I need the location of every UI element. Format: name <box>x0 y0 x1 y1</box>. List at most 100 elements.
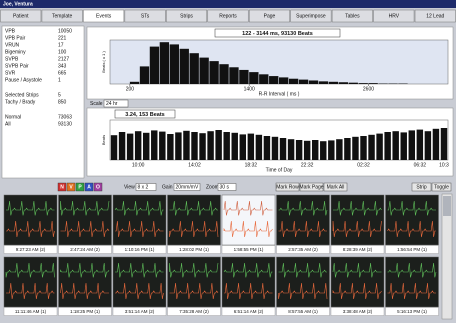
strip-thumb[interactable] <box>168 195 221 245</box>
strip-time[interactable]: 6:51:14 AM (2) <box>234 309 264 314</box>
histogram-bar <box>180 49 189 84</box>
stat-label: SVR <box>5 70 16 76</box>
select-value[interactable]: 8 x 2 <box>138 185 149 191</box>
trend-bar <box>344 138 350 160</box>
histogram-bar <box>299 80 308 84</box>
window-title: Joe, Ventura <box>3 2 33 8</box>
y-axis-label: Beats ( x 1 ) <box>101 51 106 73</box>
histogram-bar <box>229 67 238 84</box>
histogram-bar <box>130 82 139 84</box>
trend-bar <box>207 131 213 160</box>
stat-label: SVPB Pair <box>5 63 29 69</box>
strip-thumb[interactable] <box>222 257 275 307</box>
trend-bar <box>167 134 173 160</box>
tab-label[interactable]: Tables <box>345 14 360 20</box>
strip-time[interactable]: 5:16:13 PM (1) <box>397 309 427 314</box>
strip-time[interactable]: 8:57:55 AM (1) <box>288 309 318 314</box>
filter-button-label[interactable]: N <box>60 185 64 191</box>
tab-label[interactable]: Patient <box>13 14 29 20</box>
strip-time[interactable]: 2:47:24 AM (2) <box>70 247 100 252</box>
scale-value[interactable]: 24 hr <box>106 101 118 107</box>
strip-thumb[interactable] <box>222 195 275 245</box>
strip-time[interactable]: 1:28:02 PM (1) <box>179 247 209 252</box>
histogram-bar <box>239 70 248 84</box>
app-window: Joe, Ventura Patient Template Events STs Str… <box>0 0 456 323</box>
tab-label[interactable]: HRV <box>389 14 400 20</box>
select-value[interactable]: 30 s <box>220 185 230 191</box>
strip-time[interactable]: 1:10:16 PM (1) <box>125 247 155 252</box>
tab-label[interactable]: Events <box>96 14 112 20</box>
strip-thumb[interactable] <box>113 257 166 307</box>
strip-time[interactable]: 7:35:28 AM (2) <box>179 309 209 314</box>
stat-value: 343 <box>58 63 67 69</box>
strip-time[interactable]: 8:28:39 AM (2) <box>343 247 373 252</box>
strip-time[interactable]: 3:38:48 AM (2) <box>343 309 373 314</box>
x-tick-label: 1400 <box>244 86 255 92</box>
trend-bar <box>360 136 366 160</box>
stat-label: All <box>5 121 11 127</box>
trend-bar <box>384 132 390 160</box>
scroll-thumb[interactable] <box>443 196 451 216</box>
strip-thumb[interactable] <box>331 257 384 307</box>
filter-button-label[interactable]: A <box>87 185 91 191</box>
stat-label: Normal <box>5 114 21 120</box>
histogram-bar <box>199 58 208 84</box>
strip-time[interactable]: 1:18:25 PM (1) <box>70 309 100 314</box>
strip-thumb[interactable] <box>277 257 330 307</box>
histogram-bar <box>140 66 149 84</box>
tab-label[interactable]: Template <box>52 14 73 20</box>
trend-bar <box>159 132 165 160</box>
strip-time[interactable]: 11:11:46 AM (1) <box>15 309 47 314</box>
strip-thumb[interactable] <box>59 257 112 307</box>
action-label[interactable]: Strip <box>416 185 427 191</box>
strip-time[interactable]: 1:56:54 PM (1) <box>397 247 427 252</box>
tab-label[interactable]: STs <box>141 14 150 20</box>
tab-label[interactable]: Page <box>264 14 276 20</box>
trend-bar <box>368 135 374 160</box>
scale-label: Scale <box>90 101 103 107</box>
x-axis-label: Time of Day <box>266 167 293 173</box>
stat-value: 73063 <box>58 114 72 120</box>
strip-time[interactable]: 2:57:35 AM (2) <box>288 247 318 252</box>
trend-bar <box>401 132 407 160</box>
trend-bar <box>119 132 125 160</box>
trend-bar <box>288 139 294 160</box>
chart-title: 3.24, 153 Beats <box>125 112 164 118</box>
action-label[interactable]: Toggle <box>434 185 449 191</box>
strip-thumb[interactable] <box>386 257 439 307</box>
tab-label[interactable]: 12 Lead <box>426 14 444 20</box>
trend-bar <box>433 129 439 160</box>
histogram-bar <box>269 76 278 84</box>
stat-value: 10050 <box>58 28 72 34</box>
strip-thumb[interactable] <box>113 195 166 245</box>
tab-label[interactable]: Superimpose <box>296 14 326 20</box>
histogram-bar <box>319 81 328 84</box>
strip-thumb[interactable] <box>4 195 57 245</box>
trend-bar <box>248 134 254 160</box>
trend-bar <box>352 137 358 160</box>
action-label[interactable]: Mark Page <box>299 185 323 191</box>
select-label: Zoom <box>206 185 219 191</box>
filter-button-label[interactable]: O <box>96 185 100 191</box>
trend-bar <box>256 135 262 160</box>
tab-label[interactable]: Reports <box>219 14 237 20</box>
action-label[interactable]: Mark All <box>327 185 345 191</box>
y-axis-label: Beats <box>101 135 106 145</box>
stat-value: 221 <box>58 35 67 41</box>
tab-label[interactable]: Strips <box>180 14 193 20</box>
strip-time[interactable]: 1:58:55 PM (1) <box>234 247 264 252</box>
strip-time[interactable]: 9:27:23 AM (2) <box>16 247 46 252</box>
action-label[interactable]: Mark Row <box>276 185 299 191</box>
strip-thumb[interactable] <box>277 195 330 245</box>
trend-bar <box>151 130 157 160</box>
select-value[interactable]: 20mm/mV <box>176 185 199 191</box>
histogram-bar <box>170 44 179 84</box>
strip-thumb[interactable] <box>4 257 57 307</box>
trend-bar <box>183 131 189 160</box>
chart-title: 122 - 3144 ms, 93130 Beats <box>242 31 313 37</box>
strip-time[interactable]: 3:51:14 AM (2) <box>125 309 155 314</box>
trend-bar <box>240 134 246 160</box>
histogram-bar <box>150 47 159 84</box>
strip-thumb[interactable] <box>386 195 439 245</box>
x-tick-label: 06:32 <box>414 162 427 168</box>
